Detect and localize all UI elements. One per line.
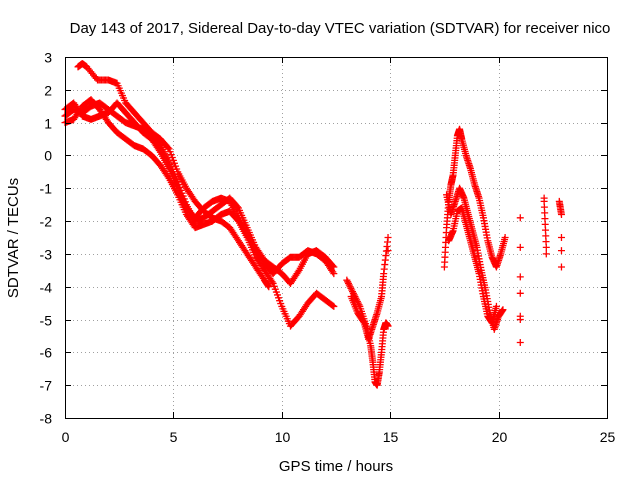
- data-point: [492, 302, 500, 310]
- y-tick-label: -7: [40, 378, 53, 394]
- data-point: [164, 144, 172, 152]
- data-point: [265, 283, 273, 291]
- data-point: [516, 339, 524, 347]
- data-point: [344, 279, 352, 287]
- axis-ticks: 0 5 10 15 20 25 -8 -7 -6 -5 -4 -3 -2 -1 0 1 2 3: [40, 50, 616, 446]
- data-point: [294, 268, 302, 276]
- data-point: [344, 278, 352, 286]
- chart-title: Day 143 of 2017, Sidereal Day-to-day VTE…: [70, 20, 611, 37]
- data-point: [499, 306, 507, 314]
- data-point: [347, 284, 355, 292]
- data-point: [557, 211, 565, 219]
- data-point: [329, 302, 337, 310]
- x-tick-label: 15: [383, 429, 399, 445]
- y-tick-label: -3: [40, 247, 53, 263]
- x-tick-label: 20: [492, 429, 508, 445]
- x-axis-label: GPS time / hours: [279, 458, 393, 475]
- data-point: [557, 247, 565, 255]
- data-point: [516, 289, 524, 297]
- y-tick-label: -6: [40, 345, 53, 361]
- data-point: [164, 173, 172, 181]
- data-point: [330, 270, 338, 278]
- grid: [65, 57, 607, 418]
- x-tick-label: 10: [275, 429, 291, 445]
- y-axis-label: SDTVAR / TECUs: [5, 178, 22, 298]
- x-tick-label: 25: [600, 429, 616, 445]
- data-point: [516, 273, 524, 281]
- data-point: [384, 322, 392, 330]
- data-point: [330, 302, 338, 310]
- data-point: [346, 283, 354, 291]
- y-tick-label: -2: [40, 214, 53, 230]
- data-point: [268, 278, 276, 286]
- y-tick-label: 2: [44, 83, 52, 99]
- data-point: [557, 234, 565, 241]
- plot-frame: [65, 57, 608, 419]
- y-tick-label: -5: [40, 313, 53, 329]
- data-point: [343, 276, 351, 284]
- x-tick-label: 5: [170, 429, 178, 445]
- data-point: [349, 288, 357, 296]
- data-point: [384, 234, 392, 241]
- data-point: [345, 281, 353, 289]
- data-point: [516, 214, 524, 222]
- y-tick-label: -8: [40, 411, 53, 427]
- data-point: [542, 250, 550, 258]
- y-tick-label: -4: [40, 280, 53, 296]
- data-point: [155, 147, 163, 155]
- data-point: [516, 243, 524, 251]
- data-point: [557, 263, 565, 271]
- x-tick-label: 0: [62, 429, 70, 445]
- data-points: [61, 60, 565, 389]
- data-point: [348, 286, 356, 294]
- y-tick-label: 0: [44, 148, 52, 164]
- y-tick-label: 1: [44, 116, 52, 132]
- y-tick-label: -1: [40, 181, 53, 197]
- y-tick-label: 3: [44, 50, 52, 66]
- data-point: [516, 316, 524, 324]
- data-point: [542, 243, 550, 251]
- data-point: [384, 247, 392, 255]
- data-point: [329, 268, 337, 276]
- data-point: [359, 318, 367, 326]
- data-point: [501, 234, 509, 241]
